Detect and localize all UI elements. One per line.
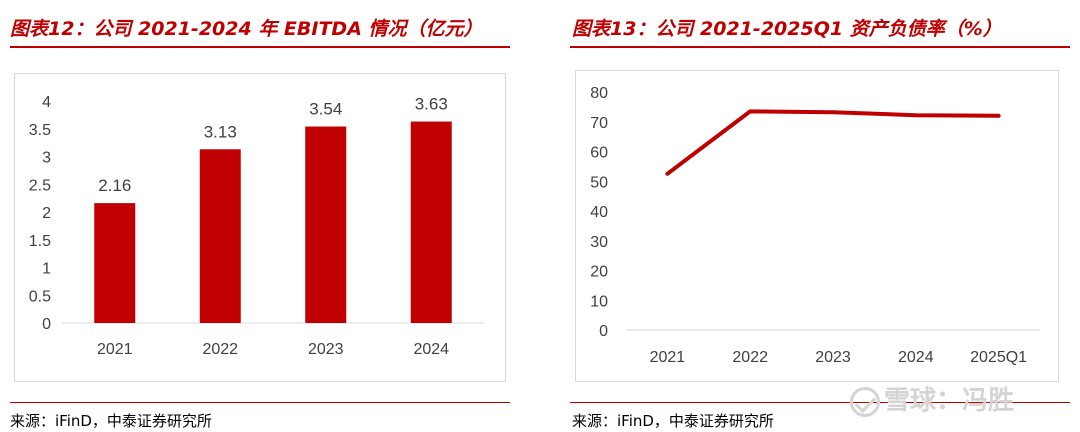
right-source-note: 来源：iFinD，中泰证券研究所 — [572, 412, 774, 430]
right-title-rule — [570, 46, 1070, 48]
y-tick-label: 3 — [42, 150, 51, 167]
y-tick-label: 0 — [599, 323, 608, 340]
bar — [305, 126, 347, 323]
left-source-note: 来源：iFinD，中泰证券研究所 — [10, 412, 212, 430]
bar-data-label: 3.13 — [204, 122, 237, 141]
y-tick-label: 40 — [590, 204, 608, 221]
x-tick-label: 2022 — [202, 341, 238, 358]
snowball-logo-icon — [850, 386, 880, 417]
x-tick-label: 2023 — [308, 341, 344, 358]
line-point — [749, 110, 751, 112]
x-tick-label: 2023 — [815, 349, 851, 366]
bar-data-label: 3.54 — [309, 100, 342, 119]
line-point — [998, 115, 1000, 117]
line-point — [915, 114, 917, 116]
left-chart-title: 图表12：公司 2021-2024 年 EBITDA 情况（亿元） — [10, 18, 483, 40]
y-tick-label: 80 — [590, 85, 608, 102]
watermark: 雪球：冯胜 — [850, 380, 1014, 417]
debt-ratio-series-line — [665, 109, 1001, 176]
y-tick-label: 10 — [590, 293, 608, 310]
right-chart-title: 图表13：公司 2021-2025Q1 资产负债率（%） — [572, 18, 1002, 40]
bar-data-label: 3.63 — [415, 95, 448, 114]
x-tick-label: 2021 — [650, 349, 686, 366]
x-tick-label: 2025Q1 — [970, 349, 1027, 366]
bar — [199, 149, 241, 323]
left-source-rule — [10, 402, 510, 403]
y-tick-label: 50 — [590, 174, 608, 191]
line-point — [832, 111, 834, 113]
y-tick-label: 30 — [590, 234, 608, 251]
x-tick-label: 2024 — [413, 341, 449, 358]
y-tick-label: 3.5 — [29, 122, 51, 139]
y-tick-label: 1.5 — [29, 233, 51, 250]
x-tick-label: 2022 — [732, 349, 768, 366]
y-tick-label: 70 — [590, 115, 608, 132]
y-tick-label: 1 — [42, 261, 51, 278]
bar — [94, 203, 136, 323]
y-tick-label: 60 — [590, 145, 608, 162]
bar — [410, 121, 452, 323]
left-title-rule — [10, 46, 510, 48]
watermark-text: 雪球：冯胜 — [884, 386, 1015, 416]
line-point — [666, 173, 668, 175]
y-tick-label: 0.5 — [29, 288, 51, 305]
y-tick-label: 4 — [42, 94, 51, 111]
y-tick-label: 2.5 — [29, 177, 51, 194]
y-tick-label: 0 — [42, 316, 51, 333]
x-tick-label: 2024 — [898, 349, 934, 366]
bar-data-label: 2.16 — [98, 176, 131, 195]
x-tick-label: 2021 — [97, 341, 133, 358]
y-tick-label: 20 — [590, 264, 608, 281]
right-source-rule — [570, 402, 1070, 403]
y-tick-label: 2 — [42, 205, 51, 222]
